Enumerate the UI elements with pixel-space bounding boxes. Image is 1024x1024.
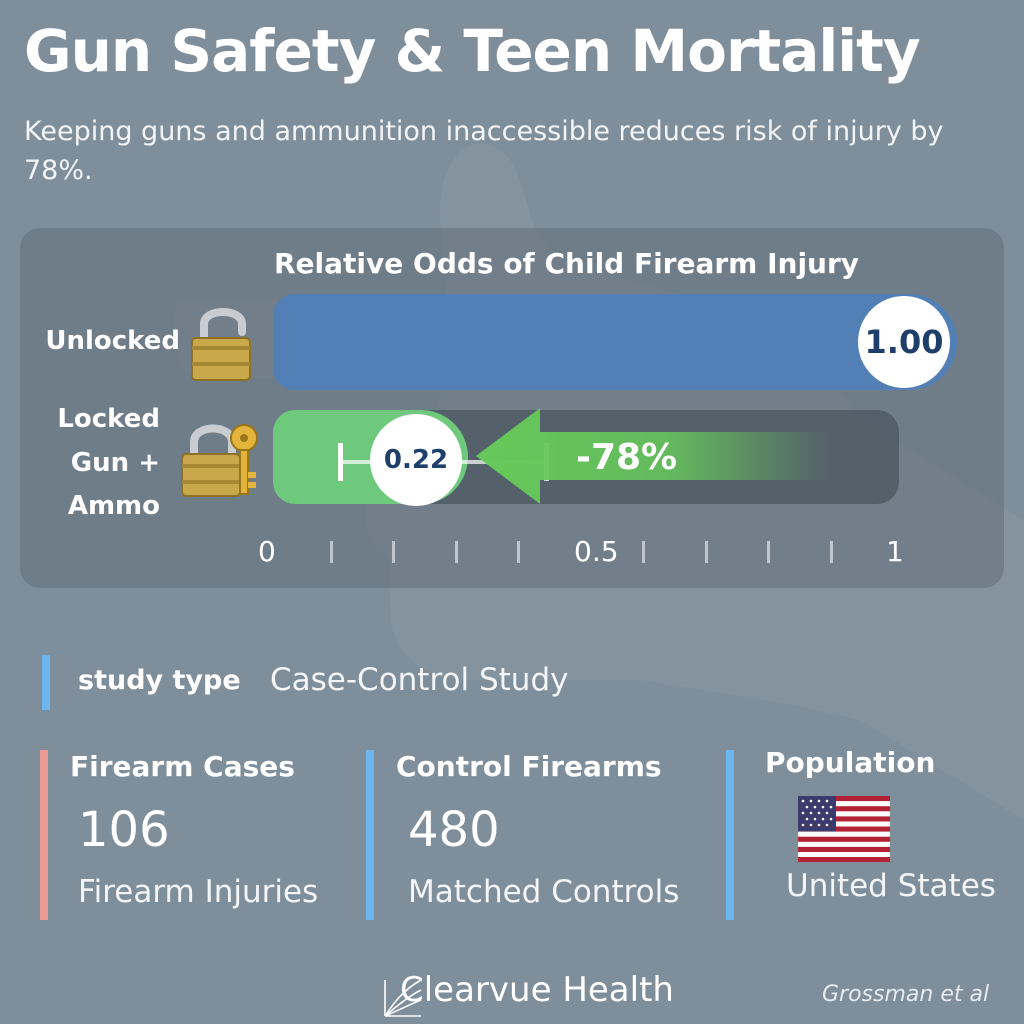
population-accent-bar <box>726 750 734 920</box>
row-label-unlocked: Unlocked <box>45 326 180 356</box>
axis-minor-tick <box>704 541 708 563</box>
population-heading: Population <box>765 746 936 779</box>
axis-minor-tick <box>829 541 833 563</box>
controls-accent-bar <box>366 750 374 920</box>
cases-heading: Firearm Cases <box>70 750 295 783</box>
us-flag-icon <box>798 796 890 862</box>
axis-minor-tick <box>642 541 645 563</box>
chart-panel <box>20 228 1004 588</box>
value-label-unlocked: 1.00 <box>858 296 950 388</box>
study-type-value: Case-Control Study <box>270 662 569 698</box>
reduction-percent-label: -78% <box>576 437 678 478</box>
citation: Grossman et al <box>822 982 990 1007</box>
axis-minor-tick <box>454 541 458 563</box>
controls-heading: Control Firearms <box>396 750 662 783</box>
brand-name: Clearvue Health <box>400 970 674 1010</box>
tick-label-1: 1 <box>886 535 904 568</box>
cases-caption: Firearm Injuries <box>78 874 319 910</box>
tick-label-0: 0 <box>258 535 276 568</box>
row-label-locked: Locked Gun + Ammo <box>57 404 160 522</box>
cases-accent-bar <box>40 750 48 920</box>
population-caption: United States <box>786 868 996 904</box>
open-padlock-icon <box>191 308 251 381</box>
page-title: Gun Safety & Teen Mortality <box>24 17 921 85</box>
error-bar-cap-right <box>544 443 549 481</box>
cases-number: 106 <box>78 802 170 858</box>
axis-minor-tick <box>329 541 333 563</box>
value-label-locked: 0.22 <box>370 414 462 506</box>
axis-minor-tick <box>517 541 520 563</box>
padlock-with-key-icon <box>181 424 258 497</box>
tick-label-0-5: 0.5 <box>574 535 619 568</box>
page-subtitle: Keeping guns and ammunition inaccessible… <box>24 116 944 187</box>
axis-minor-tick <box>767 541 770 563</box>
chart-title: Relative Odds of Child Firearm Injury <box>274 247 860 280</box>
study-type-accent-bar <box>42 655 50 710</box>
error-bar-cap-left <box>338 443 343 481</box>
axis-minor-tick <box>392 541 395 563</box>
controls-caption: Matched Controls <box>408 874 680 910</box>
study-type-label: study type <box>78 665 241 696</box>
controls-number: 480 <box>408 802 500 858</box>
bar-unlocked <box>273 294 957 390</box>
